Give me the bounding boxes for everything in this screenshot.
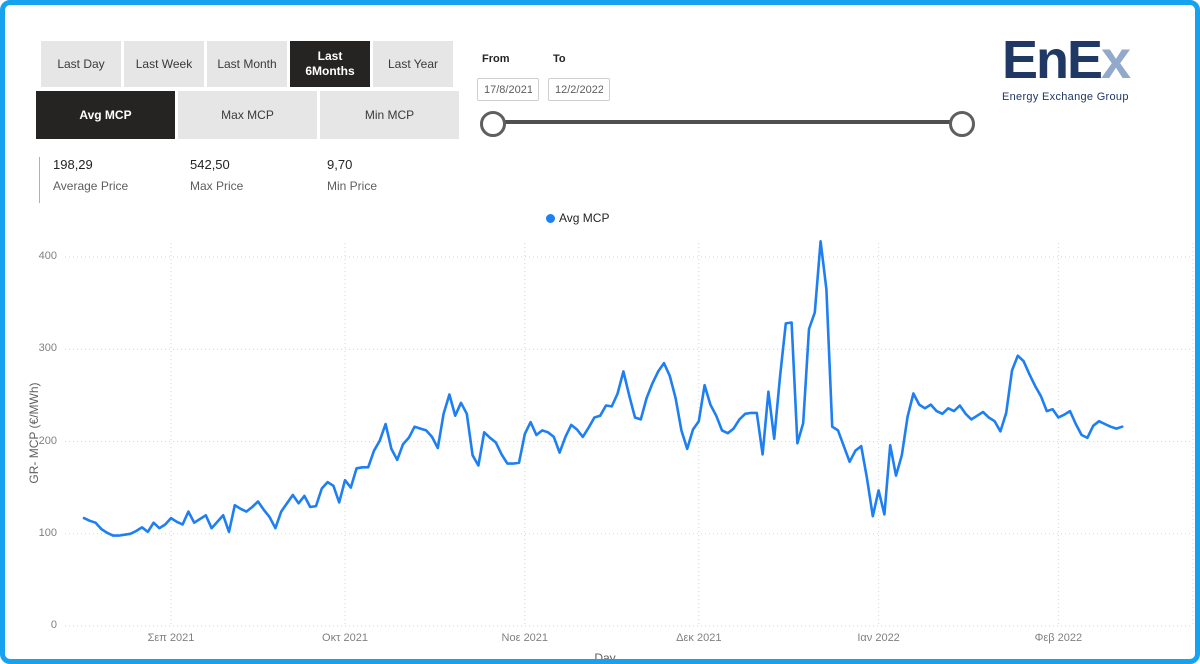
enex-logo-x: x [1101,30,1131,90]
from-label: From [482,53,510,65]
y-tick-label: 100 [38,526,57,539]
x-tick-label: Σεπ 2021 [147,632,195,644]
last-year-button[interactable]: Last Year [373,41,453,87]
time-range-button-group: Last Day Last Week Last Month Last 6Mont… [41,41,453,87]
legend-dot-icon [546,213,555,223]
y-tick-label: 400 [38,250,57,262]
legend-label: Avg MCP [559,211,610,225]
chart-gridlines [65,243,1194,627]
y-tick-label: 300 [38,342,57,355]
x-axis-title: Day [594,651,616,664]
from-date-input[interactable] [477,78,539,101]
to-label: To [553,53,566,65]
last-week-button[interactable]: Last Week [124,41,204,87]
x-tick-label: Οκτ 2021 [322,632,368,644]
max-price-stat: 542,50 Max Price [190,157,327,203]
x-tick-label: Ιαν 2022 [857,632,900,644]
max-price-value: 542,50 [190,157,230,172]
avg-mcp-button[interactable]: Avg MCP [36,91,175,139]
price-stats: 198,29 Average Price 542,50 Max Price 9,… [39,157,464,203]
avg-mcp-line [82,240,1124,537]
legend-avg-mcp[interactable]: Avg MCP [546,211,609,225]
min-price-value: 9,70 [327,157,353,172]
to-date-input[interactable] [548,78,610,101]
average-price-stat: 198,29 Average Price [53,157,190,203]
y-tick-label: 0 [50,619,57,631]
min-price-stat: 9,70 Min Price [327,157,464,203]
enex-logo-text: EnEx [1002,30,1131,90]
slider-handle-end[interactable] [949,111,975,137]
min-mcp-button[interactable]: Min MCP [320,91,459,139]
y-tick-label: 200 [38,434,57,447]
min-price-label: Min Price [327,179,378,193]
max-mcp-button[interactable]: Max MCP [178,91,317,139]
enex-logo-tagline: Energy Exchange Group [1002,91,1129,104]
x-tick-label: Φεβ 2022 [1034,632,1083,644]
last-day-button[interactable]: Last Day [41,41,121,87]
date-range-slider-track[interactable] [491,120,961,124]
average-price-value: 198,29 [53,157,93,172]
enex-logo: EnEx Energy Exchange Group [1002,30,1162,104]
max-price-label: Max Price [190,179,244,193]
metric-button-group: Avg MCP Max MCP Min MCP [36,91,459,139]
stats-divider [39,157,40,203]
line-chart [65,240,1194,627]
last-6months-button[interactable]: Last 6Months [290,41,370,87]
x-tick-label: Δεκ 2021 [676,632,722,644]
last-month-button[interactable]: Last Month [207,41,287,87]
x-tick-label: Νοε 2021 [501,632,549,644]
average-price-label: Average Price [53,179,129,193]
slider-handle-start[interactable] [480,111,506,137]
y-axis-title: GR- MCP (€/MWh) [27,382,41,484]
